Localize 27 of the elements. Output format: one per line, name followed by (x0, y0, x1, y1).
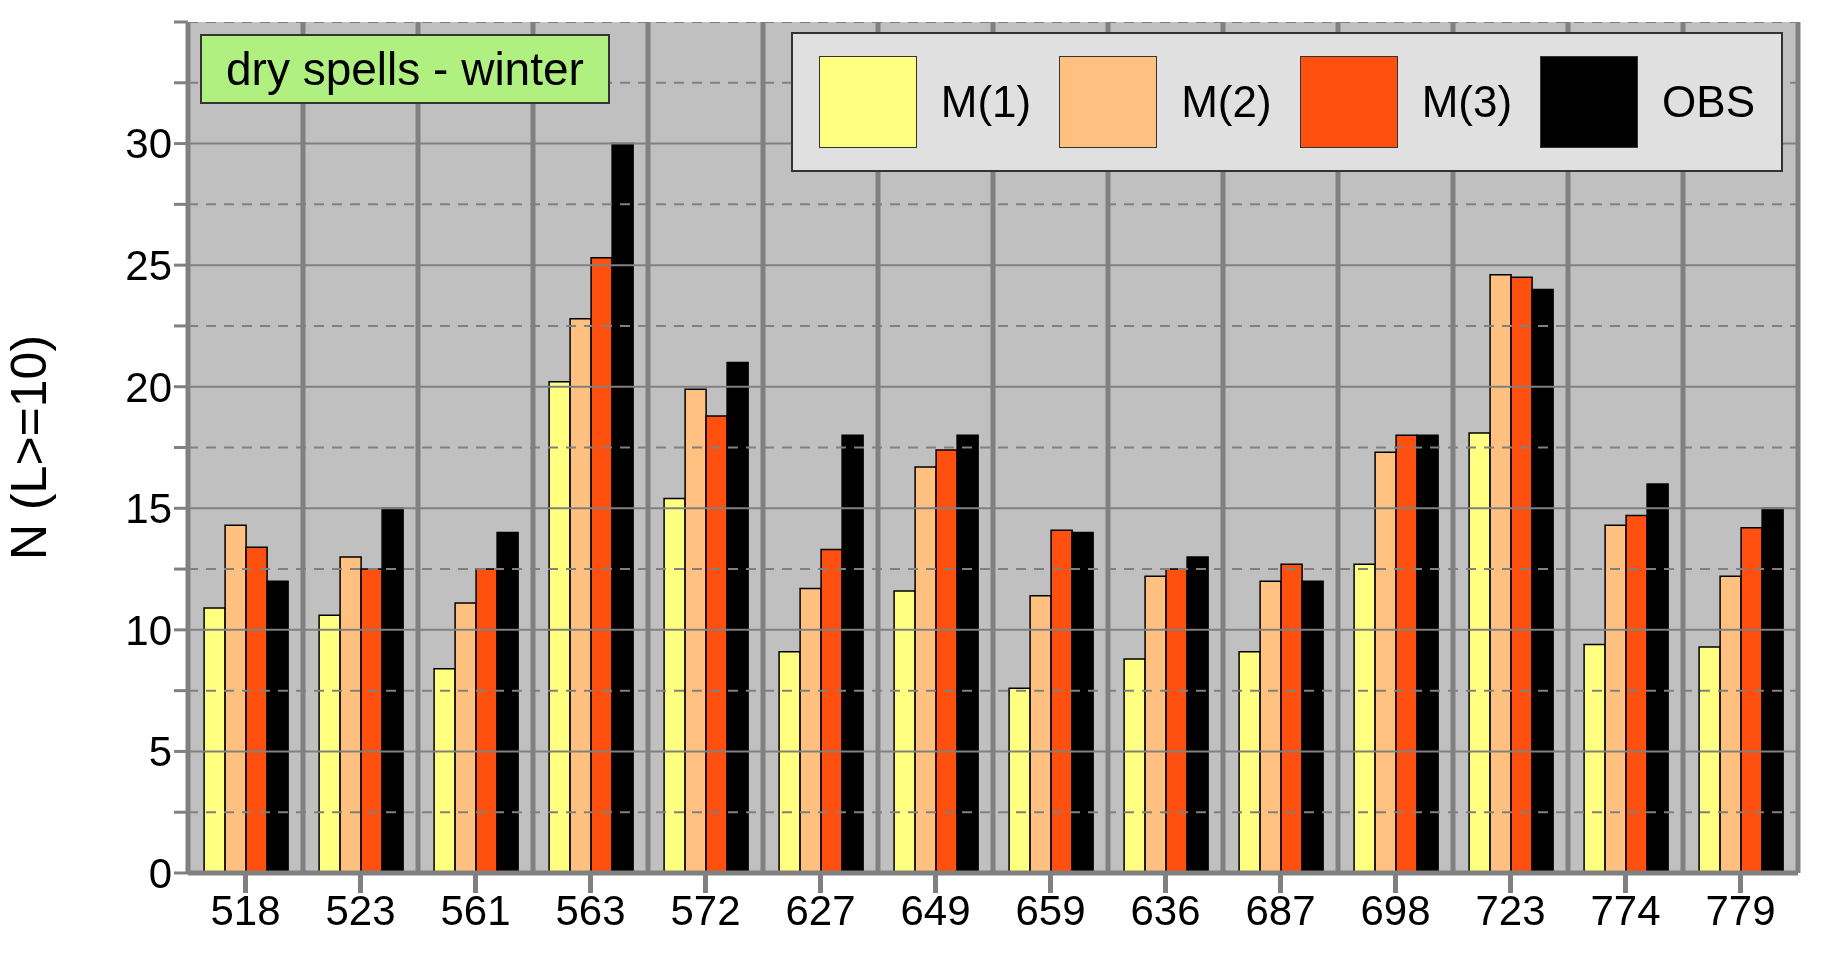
x-tick-label: 774 (1590, 886, 1661, 934)
y-axis-title: N (L>=10) (0, 334, 57, 561)
x-tick-label: 627 (785, 886, 856, 934)
y-tick-label: 25 (125, 242, 172, 290)
y-tick-label: 10 (125, 606, 172, 654)
text: dry spells - winter (200, 34, 610, 104)
x-tick-label: 563 (555, 886, 626, 934)
x-tick-label: 723 (1475, 886, 1546, 934)
y-tick-label: 30 (125, 120, 172, 168)
x-tick-label: 572 (670, 886, 741, 934)
y-tick-label: 5 (148, 728, 172, 776)
x-tick-label: 687 (1245, 886, 1316, 934)
legend-label: M(3) (1421, 77, 1513, 127)
x-tick-label: 523 (325, 886, 396, 934)
x-tick-label: 649 (900, 886, 971, 934)
y-tick-label: 15 (125, 485, 172, 533)
y-tick-label: 0 (148, 849, 172, 897)
x-tick-label: 636 (1130, 886, 1201, 934)
x-tick-label: 698 (1360, 886, 1431, 934)
legend-label: OBS (1662, 77, 1755, 127)
y-tick-label: 20 (125, 363, 172, 411)
x-tick-label: 659 (1015, 886, 1086, 934)
x-tick-label: 779 (1705, 886, 1776, 934)
legend-label: M(1) (940, 77, 1032, 127)
x-tick-label: 561 (440, 886, 511, 934)
legend-label: M(2) (1181, 77, 1272, 127)
x-tick-label: 518 (210, 886, 281, 934)
